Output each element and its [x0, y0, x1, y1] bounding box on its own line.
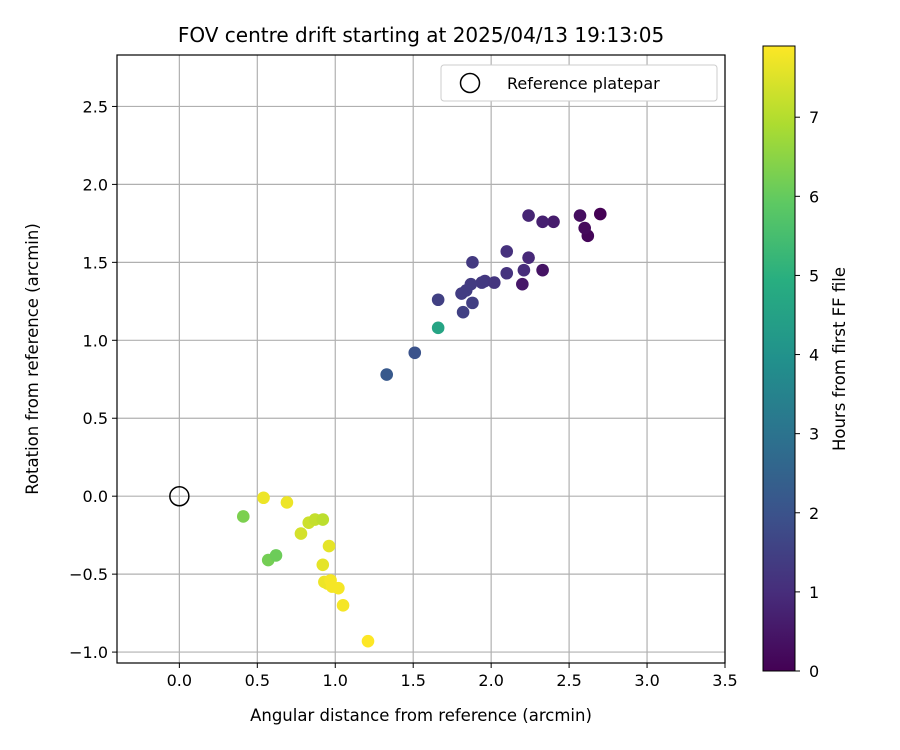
scatter-point [332, 581, 345, 595]
colorbar-tick-label: 5 [809, 266, 819, 285]
scatter-point [522, 209, 535, 222]
y-tick-label: 2.5 [83, 97, 108, 116]
scatter-point [380, 368, 394, 381]
scatter-point [431, 321, 445, 335]
colorbar-tick-label: 0 [809, 662, 819, 681]
scatter-point [316, 558, 330, 572]
scatter-point [573, 209, 587, 222]
axis-ticks [112, 105, 726, 668]
scatter-point [336, 599, 350, 612]
x-tick-labels: 0.0 0.5 1.0 1.5 2.0 2.5 3.0 3.5 [167, 671, 738, 690]
x-tick-label: 1.5 [400, 671, 425, 690]
y-tick-labels: −1.0 −0.5 0.0 0.5 1.0 1.5 2.0 2.5 [69, 97, 108, 662]
scatter-point [455, 287, 468, 300]
x-tick-label: 0.0 [167, 671, 192, 690]
scatter-point [536, 215, 549, 229]
scatter-point [578, 221, 591, 235]
scatter-point [516, 277, 529, 291]
colorbar-tick-label: 1 [809, 583, 819, 602]
y-tick-label: 0.5 [83, 409, 108, 428]
chart-title: FOV centre drift starting at 2025/04/13 … [178, 23, 664, 47]
scatter-point [456, 305, 470, 319]
y-tick-label: 1.5 [83, 253, 108, 272]
scatter-point [361, 634, 375, 648]
scatter-points [236, 207, 607, 648]
legend-label: Reference platepar [507, 74, 660, 93]
scatter-point [294, 527, 308, 540]
scatter-point [500, 245, 514, 258]
scatter-point [316, 513, 330, 526]
x-tick-label: 3.0 [634, 671, 659, 690]
scatter-point [236, 510, 250, 523]
scatter-point [517, 263, 531, 277]
scatter-point [408, 346, 422, 360]
scatter-point [500, 266, 514, 280]
x-tick-label: 2.5 [556, 671, 581, 690]
colorbar-tick-label: 4 [809, 346, 819, 365]
colorbar-tick-label: 6 [809, 187, 819, 206]
x-tick-label: 3.5 [712, 671, 737, 690]
colorbar-tick-label: 3 [809, 425, 819, 444]
colorbar-ticks: 0 1 2 3 4 5 6 7 [795, 108, 819, 681]
x-tick-label: 2.0 [478, 671, 503, 690]
y-tick-label: 1.0 [83, 331, 108, 350]
scatter-point [322, 539, 336, 553]
scatter-point [269, 549, 283, 562]
legend-marker-open-circle [459, 72, 481, 94]
scatter-point [475, 276, 489, 289]
scatter-point [466, 256, 479, 269]
legend: Reference platepar [440, 64, 718, 102]
scatter-point [487, 276, 501, 289]
scatter-point [431, 293, 445, 307]
y-tick-label: 0.0 [83, 487, 108, 506]
colorbar: 0 1 2 3 4 5 6 7 Hours from first FF file [762, 45, 849, 681]
y-axis-label: Rotation from reference (arcmin) [23, 223, 42, 495]
scatter-point [593, 207, 607, 221]
colorbar-label: Hours from first FF file [830, 267, 849, 451]
grid [117, 55, 726, 663]
y-tick-label: −1.0 [69, 643, 108, 662]
scatter-point [257, 491, 270, 505]
x-axis-label: Angular distance from reference (arcmin) [250, 706, 592, 725]
scatter-point [536, 263, 549, 277]
x-tick-label: 0.5 [245, 671, 270, 690]
scatter-point [280, 496, 294, 509]
y-tick-label: 2.0 [83, 175, 108, 194]
reference-platepar-point [169, 485, 190, 507]
colorbar-tick-label: 7 [809, 108, 819, 127]
legend-box [440, 64, 718, 102]
colorbar-gradient [762, 45, 796, 672]
x-tick-label: 1.0 [323, 671, 348, 690]
scatter-point [547, 215, 560, 229]
scatter-point [466, 296, 479, 310]
y-tick-label: −0.5 [69, 565, 108, 584]
plot-frame [116, 54, 726, 664]
colorbar-tick-label: 2 [809, 504, 819, 523]
scatter-point [522, 251, 535, 264]
